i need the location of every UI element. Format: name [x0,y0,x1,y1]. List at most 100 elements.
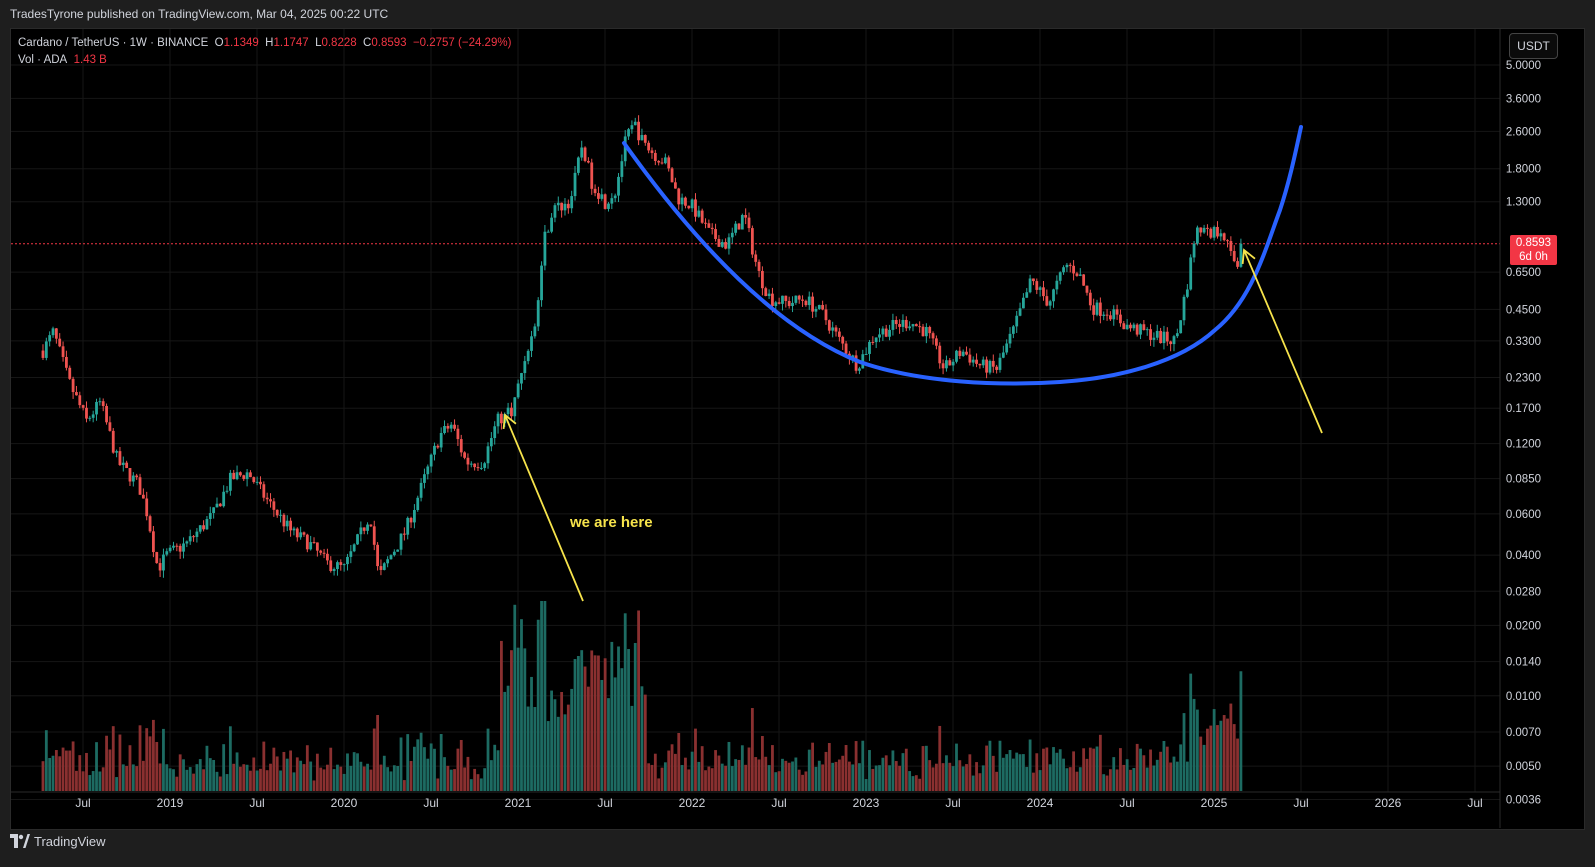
volume-bar [1095,746,1099,791]
volume-bar [105,735,108,791]
volume-label[interactable]: Vol · ADA [18,54,68,66]
volume-bar [817,760,821,791]
arrow-to-2021[interactable] [502,413,584,602]
candle-body [1216,226,1219,237]
candle-body [908,326,912,329]
candle-body [784,295,788,301]
candle-body [463,452,466,458]
candle-body [791,302,794,307]
time-axis[interactable]: Jul 2019 Jul 2020 Jul 2021 Jul 2022 Jul 2023 Jul 20… [75,796,1482,810]
candle-body [710,227,714,230]
volume-bar [827,743,831,791]
we-are-here-note[interactable]: we are here [570,514,653,531]
candle-body [362,527,366,531]
candle-body [767,293,771,296]
price-tick-label: 0.0050 [1506,761,1541,773]
volume-bar [1229,703,1233,791]
volume-bar [252,757,256,791]
volume-bar [1236,738,1239,791]
candle-body [640,135,644,141]
volume-bar [389,771,393,791]
candle-body [372,526,376,545]
candle-body [1159,330,1162,344]
volume-bar [543,601,547,791]
candle-body [111,430,115,453]
candle-body [971,359,975,363]
candle-body [985,359,988,373]
tradingview-logo-icon[interactable] [10,834,30,848]
candle-body [1206,227,1209,229]
candle-body [279,514,282,516]
volume-bar [1008,750,1012,791]
volume-bar [342,773,346,791]
candle-body [1025,292,1029,298]
candle-body [1109,315,1112,320]
volume-bar [603,658,607,791]
candle-body [904,319,908,329]
price-tick-label: 1.8000 [1506,164,1541,176]
annotation-arrows[interactable] [502,248,1323,602]
volume-bar [891,750,895,791]
volume-bar [513,604,517,791]
volume-bar [222,744,226,791]
price-tick-label: 0.0600 [1506,509,1541,521]
volume-bar [844,745,848,791]
candle-body [627,129,630,137]
volume-bar [1018,754,1022,791]
candle-body [108,422,112,431]
candle-body [91,414,95,418]
candle-body [1098,302,1102,316]
candle-body [1095,302,1099,315]
volume-bar [1035,753,1039,791]
volume-bar [978,773,982,791]
volume-bar [419,732,423,791]
currency-button[interactable]: USDT [1509,33,1558,59]
volume-bar [914,775,918,791]
cup-curve-drawing[interactable] [622,125,1303,386]
candle-body [864,353,868,355]
candle-body [242,475,246,480]
candle-body [145,498,149,517]
candle-body [65,356,68,368]
candle-body [690,199,694,209]
candle-body [1045,296,1049,306]
volume-bar [1212,709,1216,791]
candle-body [1119,314,1122,324]
volume-bar [198,759,202,791]
arrow-to-current[interactable] [1241,248,1323,434]
candle-body [700,210,704,223]
volume-bar [463,767,466,791]
candle-body [78,395,82,406]
candle-body [349,551,353,557]
volume-bar [1092,748,1096,791]
volume-bar [446,765,450,791]
volume-bar [824,751,828,791]
candle-body [252,477,256,483]
candle-body [677,188,681,205]
time-tick-label: Jul [75,796,90,810]
volume-bar [680,765,684,791]
volume-bar [309,761,313,791]
volume-bar [814,766,818,791]
candle-body [493,426,497,439]
candle-body [182,543,185,552]
volume-bar [958,760,962,791]
candle-body [968,354,972,363]
candle-body [1239,243,1243,267]
candle-body [1189,257,1193,290]
volume-bar [593,655,597,791]
chart-area[interactable] [10,28,1585,830]
volume-bar [573,659,577,791]
volume-bar [546,721,550,791]
price-axis[interactable]: 5.0000 3.6000 2.6000 1.8000 1.3000 0.6500 0.45… [1506,60,1541,806]
footer-brand[interactable]: TradingView [34,834,106,849]
volume-bar [918,778,922,791]
volume-bar [1028,739,1032,791]
volume-bar [1175,761,1179,791]
volume-bar [503,691,507,791]
volume-bar [326,764,329,791]
symbol-name[interactable]: Cardano / TetherUS · 1W · BINANCE [18,37,209,49]
volume-bar [469,779,473,791]
candle-body [262,484,266,498]
